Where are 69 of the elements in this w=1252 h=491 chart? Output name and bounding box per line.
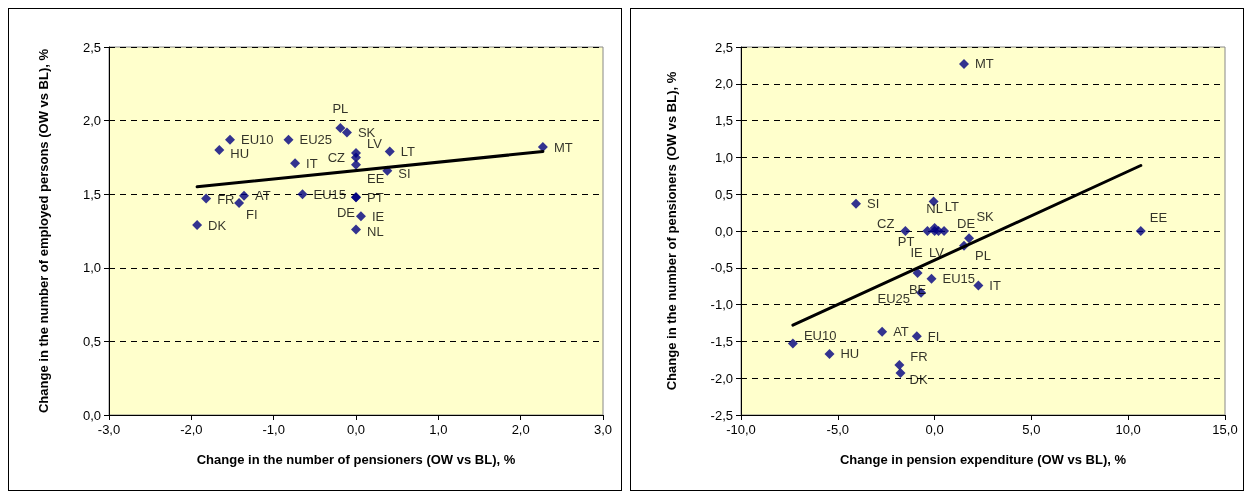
x-tick-label: 15,0: [1212, 422, 1238, 437]
y-tick-label: 1,0: [82, 260, 101, 276]
y-tick-label: 0,0: [82, 407, 101, 423]
x-tick-label: 0,0: [925, 422, 944, 437]
data-label: SI: [398, 166, 411, 182]
data-label: PT: [367, 189, 384, 205]
y-tick-label: 2,0: [82, 113, 101, 129]
data-label: NL: [926, 201, 943, 217]
data-label: FR: [910, 349, 928, 365]
x-tick-label: 2,0: [511, 422, 530, 437]
x-tick-label: -5,0: [826, 422, 849, 437]
y-tick-label: 1,5: [714, 113, 733, 129]
y-tick-label: 2,5: [82, 39, 101, 55]
data-label: FI: [246, 206, 258, 222]
x-tick-label: -10,0: [726, 422, 756, 437]
data-label: NL: [367, 224, 384, 240]
data-label: HU: [840, 346, 860, 362]
data-label: FR: [217, 192, 235, 208]
x-tick-label: 3,0: [593, 422, 613, 437]
data-label: LT: [400, 144, 416, 160]
data-label: EE: [1149, 209, 1168, 225]
x-axis-title: Change in pension expenditure (OW vs BL), %: [839, 452, 1127, 467]
y-tick-label: 1,5: [82, 186, 101, 202]
data-label: EE: [367, 171, 385, 187]
x-tick-label: 5,0: [1022, 422, 1041, 437]
data-label: DE: [336, 205, 356, 221]
x-tick-label: -2,0: [180, 422, 203, 437]
data-label: LT: [944, 199, 959, 215]
data-label: MT: [553, 139, 573, 155]
data-label: MT: [975, 56, 994, 72]
data-label: EU10: [803, 328, 837, 344]
x-tick-label: 10,0: [1115, 422, 1141, 437]
y-tick-label: -1,0: [710, 297, 733, 313]
data-label: PL: [332, 100, 349, 116]
data-label: IT: [989, 277, 1001, 293]
y-tick-label: 0,5: [82, 333, 101, 349]
y-tick-label: -2,0: [710, 370, 733, 386]
y-axis-title: Change in the number of pensioners (OW vs BL), %: [663, 71, 679, 391]
data-label: EU25: [299, 132, 333, 148]
x-tick-label: -1,0: [262, 422, 285, 437]
data-label: HU: [230, 145, 250, 161]
data-label: SI: [867, 196, 880, 212]
data-label: EU25: [877, 291, 911, 307]
data-label: DK: [208, 217, 227, 233]
y-tick-label: 0,5: [714, 186, 733, 202]
data-label: DE: [957, 215, 976, 231]
y-tick-label: 2,0: [714, 76, 733, 92]
y-tick-label: 1,0: [714, 149, 733, 165]
x-tick-label: 0,0: [346, 422, 366, 437]
data-label: EU10: [241, 132, 274, 148]
data-label: AT: [893, 324, 909, 340]
y-tick-label: -1,5: [710, 333, 733, 349]
y-tick-label: 0,0: [714, 223, 733, 239]
x-tick-label: -3,0: [97, 422, 121, 437]
data-label: CZ: [327, 149, 346, 165]
data-label: SK: [976, 209, 995, 225]
data-label: LV: [929, 245, 945, 260]
data-label: IT: [306, 155, 318, 171]
y-tick-label: -0,5: [710, 260, 733, 276]
x-axis-title: Change in the number of pensioners (OW vs BL), %: [196, 452, 516, 467]
data-label: IE: [371, 208, 385, 224]
data-label: CZ: [877, 215, 895, 231]
data-label: PL: [975, 248, 991, 264]
data-label: FI: [927, 328, 940, 344]
y-tick-label: -2,5: [710, 407, 733, 423]
y-axis-title: Change in the number of employed persons (OW vs BL), %: [35, 48, 51, 414]
y-tick-label: 2,5: [714, 39, 733, 55]
data-label: EU15: [942, 271, 976, 287]
x-tick-label: 1,0: [429, 422, 448, 437]
